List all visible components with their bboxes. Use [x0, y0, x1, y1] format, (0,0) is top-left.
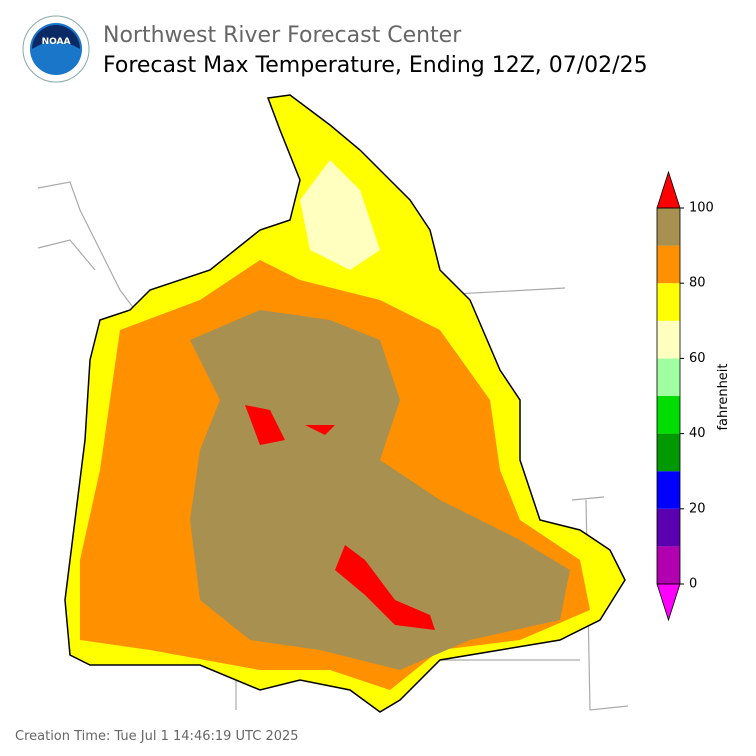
- colorbar-bin: [657, 546, 680, 584]
- map: [37, 94, 629, 713]
- colorbar-bin: [657, 320, 680, 359]
- colorbar-bin: [657, 471, 680, 509]
- tick-label: 100: [689, 201, 714, 216]
- tick-label: 20: [689, 501, 706, 516]
- colorbar-bin: [657, 283, 680, 321]
- over-triangle: [656, 170, 681, 209]
- map-title: Forecast Max Temperature, Ending 12Z, 07…: [103, 53, 648, 78]
- colorbar-bin: [657, 208, 680, 246]
- tick-label: 0: [689, 577, 697, 592]
- colorbar-bin: [657, 396, 680, 434]
- colorbar-bin: [657, 433, 680, 472]
- colorbar-label: fahrenheit: [716, 363, 731, 430]
- creation-time: Creation Time: Tue Jul 1 14:46:19 UTC 20…: [15, 729, 299, 744]
- colorbar-frame: [656, 207, 681, 585]
- colorbar-bin: [657, 508, 680, 547]
- tick-label: 80: [689, 276, 706, 291]
- tick-label: 60: [689, 351, 706, 366]
- colorbar-bin: [657, 245, 680, 284]
- colorbar-bin: [657, 358, 680, 396]
- logo-text: NOAA: [42, 37, 71, 47]
- colorbar: 0 20 40 60 80 100: [656, 170, 714, 622]
- logo: NOAA: [22, 15, 90, 83]
- agency-name: Northwest River Forecast Center: [103, 23, 462, 48]
- under-triangle: [656, 583, 681, 622]
- tick-label: 40: [689, 426, 706, 441]
